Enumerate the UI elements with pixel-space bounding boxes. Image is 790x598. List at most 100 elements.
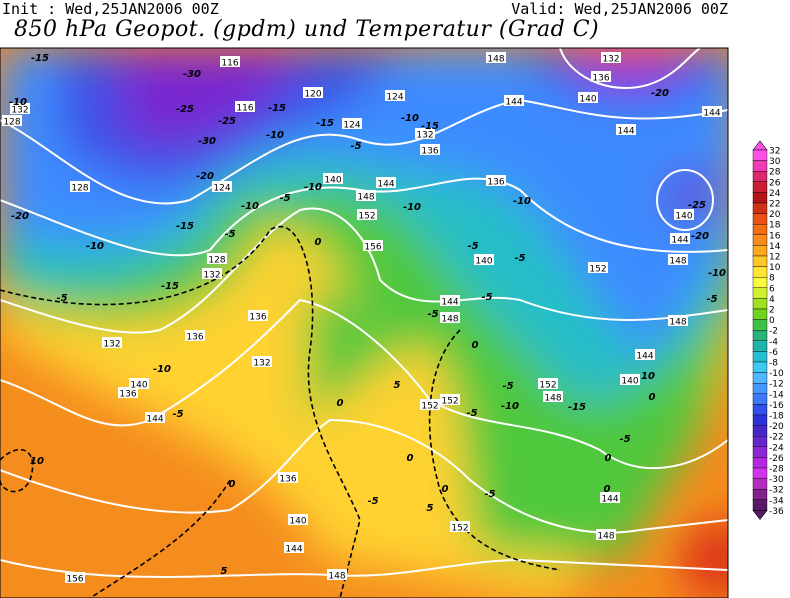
geopotential-label-box — [450, 521, 470, 532]
geopotential-label-box — [620, 374, 640, 385]
temperature-label: -5 — [56, 293, 67, 304]
colorbar-band — [752, 181, 768, 193]
geopotential-label-box — [538, 378, 558, 389]
temperature-label: -15 — [176, 221, 194, 232]
colorbar-band — [752, 308, 768, 320]
colorbar-label: -22 — [769, 433, 784, 443]
temperature-label: 10 — [641, 371, 655, 382]
colorbar-label: -30 — [769, 475, 784, 485]
geopotential-label: 140 — [621, 377, 638, 387]
colorbar-label: -24 — [769, 443, 784, 453]
geopotential-label-box — [284, 542, 304, 553]
geopotential-label-box — [670, 233, 690, 244]
temperature-label: -5 — [706, 294, 717, 305]
geopotential-label: 128 — [208, 256, 225, 266]
geopotential-label-box — [202, 268, 222, 279]
geopotential-label-box — [474, 254, 494, 265]
geopotential-label-box — [674, 209, 694, 220]
colorbar-label: -20 — [769, 422, 784, 432]
geopotential-label: 132 — [253, 359, 270, 369]
temperature-label: -20 — [196, 171, 214, 182]
colorbar-label: 28 — [769, 168, 781, 178]
geopotential-label-box — [504, 95, 524, 106]
geopotential-label-box — [220, 56, 240, 67]
geopotential-label-box — [588, 262, 608, 273]
geopotential-label: 144 — [441, 298, 458, 308]
init-time: Init : Wed,25JAN2006 00Z — [2, 0, 219, 18]
colorbar-label: -12 — [769, 380, 784, 390]
temperature-label: -5 — [427, 309, 438, 320]
temperature-label: -5 — [350, 141, 361, 152]
colorbar-label: -10 — [769, 369, 784, 379]
colorbar-band — [752, 170, 768, 182]
colorbar-label: 0 — [769, 316, 775, 326]
geopotential-label-box — [342, 118, 362, 129]
temperature-label: -15 — [268, 103, 286, 114]
geopotential-label: 136 — [119, 390, 136, 400]
colorbar-band — [752, 298, 768, 310]
colorbar-band — [752, 446, 768, 458]
geopotential-label-box — [356, 190, 376, 201]
temperature-label: -10 — [241, 201, 259, 212]
temperature-label: -15 — [161, 281, 179, 292]
colorbar-label: -8 — [769, 359, 778, 369]
colorbar-band — [752, 287, 768, 299]
colorbar-band — [752, 245, 768, 257]
geopotential-label: 120 — [304, 90, 321, 100]
temperature-label: 0 — [229, 479, 236, 490]
colorbar-band — [752, 234, 768, 246]
colorbar-label: 26 — [769, 178, 781, 188]
colorbar-label: 18 — [769, 221, 781, 231]
geopotential-label-box — [486, 175, 506, 186]
geopotential-label-box — [207, 253, 227, 264]
geopotential-label-box — [385, 90, 405, 101]
temperature-field — [0, 48, 728, 598]
geopotential-label: 148 — [441, 315, 458, 325]
geopotential-label-box — [357, 209, 377, 220]
colorbar-label: -16 — [769, 401, 784, 411]
temperature-label: -15 — [568, 402, 586, 413]
geopotential-label: 140 — [475, 257, 492, 267]
geopotential-label: 148 — [357, 193, 374, 203]
geopotential-label-box — [129, 378, 149, 389]
colorbar-band — [752, 149, 768, 161]
colorbar-band — [752, 330, 768, 342]
colorbar-label: -18 — [769, 412, 784, 422]
geopotential-label: 144 — [601, 495, 618, 505]
geopotential-label-box — [635, 349, 655, 360]
colorbar-band — [752, 436, 768, 448]
colorbar-band — [752, 351, 768, 363]
geopotential-label: 152 — [421, 402, 438, 412]
geopotential-label: 148 — [597, 532, 614, 542]
colorbar-label: -26 — [769, 454, 784, 464]
geopotential-label: 128 — [3, 118, 20, 128]
temperature-label: 0 — [605, 453, 612, 464]
geopotential-label: 136 — [421, 147, 438, 157]
geopotential-label: 148 — [328, 572, 345, 582]
geopotential-label-box — [303, 87, 323, 98]
temperature-label: -15 — [316, 118, 334, 129]
geopotential-label: 136 — [186, 333, 203, 343]
colorbar-band — [752, 361, 768, 373]
temperature-label: -5 — [172, 409, 183, 420]
geopotential-label-box — [668, 254, 688, 265]
geopotential-label: 148 — [487, 55, 504, 65]
geopotential-label-box — [440, 295, 460, 306]
temperature-label: -10 — [403, 202, 421, 213]
geopotential-label: 140 — [289, 517, 306, 527]
colorbar-band — [752, 478, 768, 490]
geopotential-label-box — [252, 356, 272, 367]
header: Init : Wed,25JAN2006 00Z Valid: Wed,25JA… — [0, 0, 790, 48]
colorbar-label: 12 — [769, 253, 780, 263]
temperature-label: 0 — [604, 484, 611, 495]
temperature-label: 5 — [427, 503, 434, 514]
geopotential-label-box — [601, 52, 621, 63]
geopotential-label: 152 — [358, 212, 375, 222]
geopotential-label: 140 — [675, 212, 692, 222]
colorbar-band — [752, 404, 768, 416]
colorbar-label: -4 — [769, 337, 778, 347]
geopotential-label-box — [235, 101, 255, 112]
colorbar-band — [752, 192, 768, 204]
